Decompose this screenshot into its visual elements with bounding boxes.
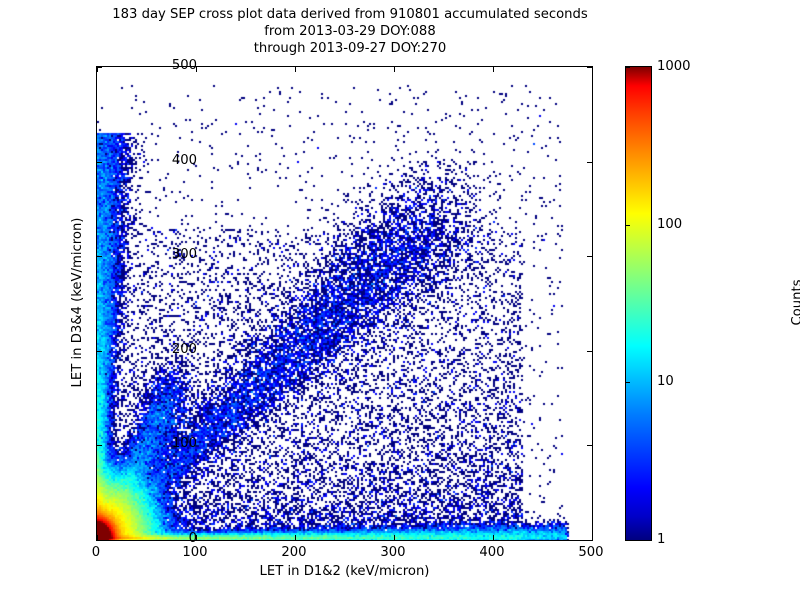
y-tick-label: 0 (188, 531, 197, 546)
colorbar-tick (625, 540, 630, 541)
y-tick-label: 400 (171, 152, 197, 168)
x-tick-label: 0 (91, 545, 101, 560)
y-tick (587, 161, 592, 163)
colorbar (625, 66, 652, 541)
y-tick (97, 445, 102, 447)
x-tick (592, 535, 593, 540)
colorbar-tick-label: 1 (657, 532, 666, 547)
x-tick (295, 535, 296, 540)
x-tick-label: 500 (578, 545, 604, 560)
x-tick-label: 200 (281, 545, 307, 560)
x-tick-label: 100 (182, 545, 208, 560)
x-tick (493, 67, 494, 72)
chart-title: 183 day SEP cross plot data derived from… (0, 6, 700, 57)
colorbar-tick-label: 1000 (657, 59, 691, 74)
x-tick (592, 67, 593, 72)
y-tick-label: 100 (171, 436, 197, 452)
x-tick (394, 67, 395, 72)
x-tick (295, 67, 296, 72)
y-tick (97, 540, 102, 541)
y-tick-label: 500 (171, 58, 197, 73)
scatter-density-canvas (97, 67, 592, 540)
colorbar-tick (625, 224, 630, 226)
title-line-1: 183 day SEP cross plot data derived from… (112, 7, 588, 22)
title-line-3: through 2013-09-27 DOY:270 (253, 41, 447, 56)
title-line-2: from 2013-03-29 DOY:088 (264, 24, 436, 39)
x-tick (493, 535, 494, 540)
colorbar-tick-label: 100 (657, 216, 683, 232)
x-tick (97, 535, 98, 540)
y-tick (587, 256, 592, 258)
x-tick (97, 67, 98, 72)
y-tick-label: 300 (171, 247, 197, 263)
plot-axes (96, 66, 593, 541)
x-axis-label: LET in D1&2 (keV/micron) (259, 564, 430, 579)
x-tick-label: 400 (479, 545, 505, 560)
y-tick (587, 540, 592, 541)
y-tick (97, 67, 102, 68)
colorbar-label: Counts (790, 279, 800, 326)
y-tick (587, 350, 592, 352)
y-tick (587, 445, 592, 447)
y-tick (587, 67, 592, 68)
colorbar-tick (625, 382, 630, 384)
colorbar-tick (625, 67, 630, 68)
x-tick (196, 535, 197, 540)
x-tick-label: 300 (380, 545, 406, 560)
y-tick (97, 161, 102, 163)
x-tick (394, 535, 395, 540)
y-tick-label: 200 (171, 341, 197, 357)
x-tick (196, 67, 197, 72)
colorbar-tick-label: 10 (657, 374, 674, 390)
y-tick (97, 256, 102, 258)
y-tick (97, 350, 102, 352)
y-axis-label: LET in D3&4 (keV/micron) (70, 217, 85, 388)
